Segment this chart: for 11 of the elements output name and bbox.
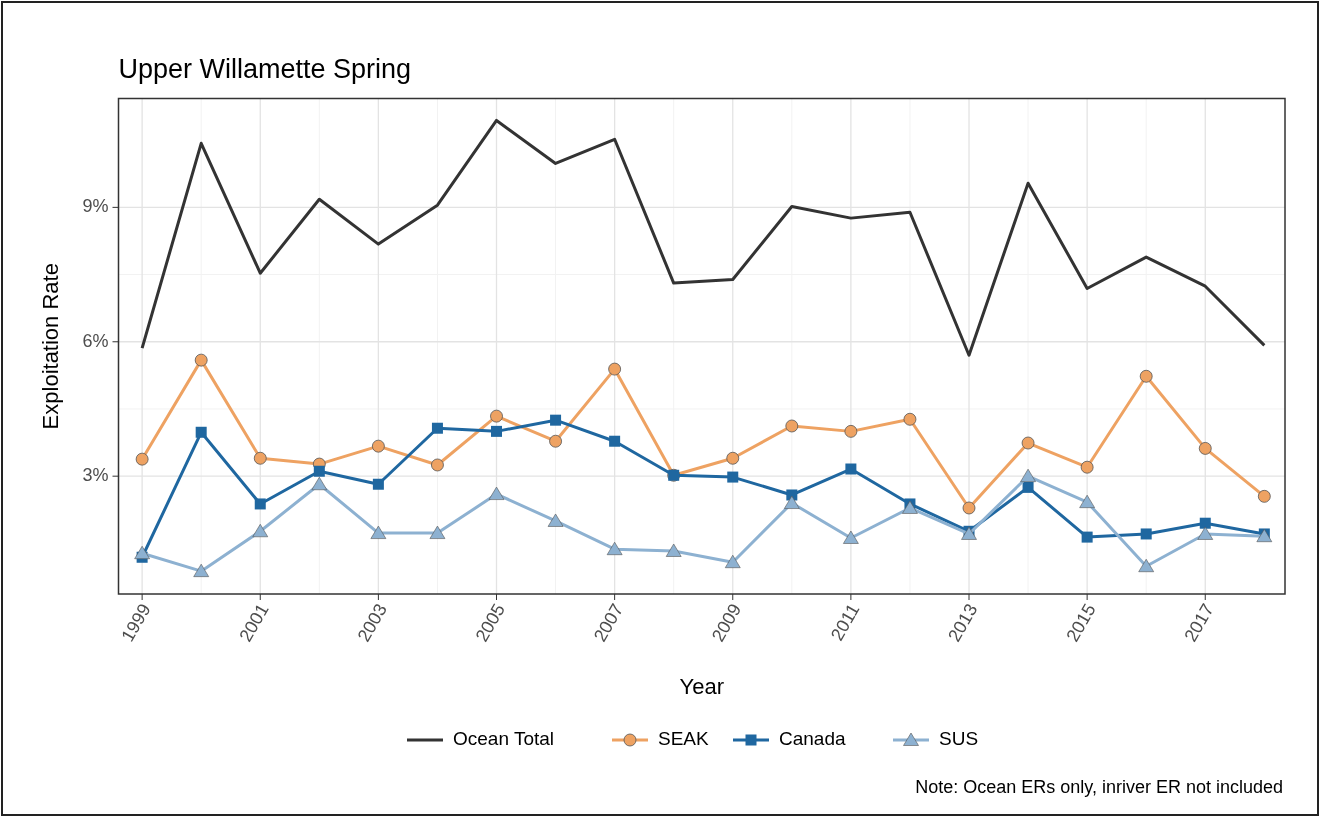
legend-label: Canada [779,728,846,750]
legend-label: SUS [939,728,979,750]
y-tick-label: 3% [82,464,109,485]
x-axis-title: Year [679,674,724,699]
y-tick-label: 6% [82,330,109,351]
legend-label: SEAK [658,728,710,750]
text: Note: Ocean ERs only, inriver ER not included [915,777,1283,797]
y-tick-label: 9% [82,196,109,217]
legend-label: Ocean Total [453,728,555,750]
y-axis-title: Exploitation Rate [38,263,63,430]
chart-title: Upper Willamette Spring [118,54,412,84]
